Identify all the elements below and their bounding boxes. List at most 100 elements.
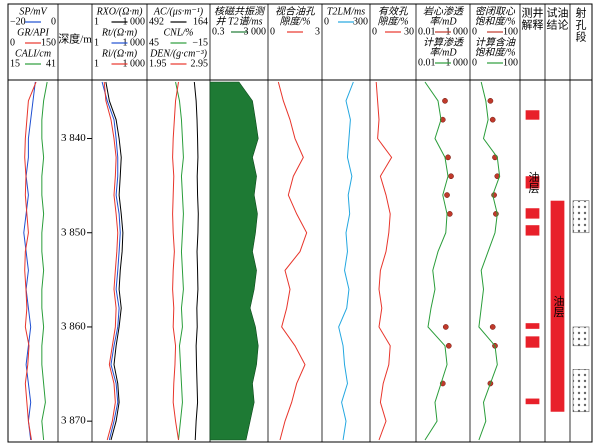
curve-name: 隙度/% [279,15,310,27]
scale-right: −15 [192,37,208,48]
scale-right: 1 000 [446,57,469,68]
curve-name: 有效孔 [378,5,409,17]
core-point [489,324,496,330]
scale-left: 1 [94,37,99,48]
frame [7,3,593,443]
scale-left: 0.3 [212,26,225,37]
interval [525,208,540,219]
scale-left: 1.95 [149,58,167,69]
scale-left: −20 [10,16,26,27]
scale-right: 41 [46,58,56,69]
curve-name: CALI/cm [15,48,51,59]
curve-name: 计算含油 [475,36,516,48]
log-curve [103,81,119,441]
depth-tick-label: 3 860 [61,320,86,332]
scale-left: 0.01 [418,26,436,37]
core-point [489,116,496,123]
interval [525,336,540,348]
scale-left: 492 [149,16,164,27]
depth-tick-label: 3 850 [61,226,86,238]
log-curve [478,81,501,441]
scale-right: 2.95 [191,58,209,69]
log-curve [101,81,121,441]
perforation [572,326,590,347]
interval [525,398,540,405]
scale-right: 3 [315,26,320,37]
interval [525,176,540,189]
curve-name: 密闭取心 [475,5,516,17]
scale-right: 300 [353,16,368,27]
track-name: 解释 [522,18,544,32]
scale-right: 150 [41,37,56,48]
nmr-spectrum [209,81,259,441]
scale-left: 0 [472,57,477,68]
scale-right: 30 [404,26,414,37]
scale-left: 0 [270,26,275,37]
scale-right: 3 000 [244,26,267,37]
log-curve [23,81,36,441]
log-curve [424,81,449,441]
track-name: 试油 [547,6,569,20]
curve-name: 率/mD [429,46,457,58]
log-curve [41,81,48,441]
depth-label: 深度/m [58,32,92,46]
scale-right: 1 000 [123,58,146,69]
scale-right: 164 [193,16,208,27]
scale-left: 45 [149,37,159,48]
core-point [445,342,452,349]
perforation [572,369,590,413]
core-point [442,97,448,104]
curve-name: Rt/(Ω·m) [101,27,138,38]
core-point [442,324,449,330]
interval [550,200,565,412]
scale-left: 15 [10,58,20,69]
core-point [445,154,451,161]
scale-right: 100 [503,57,518,68]
curve-name: DEN/(g·cm⁻³) [149,48,208,59]
core-point [487,97,494,104]
scale-left: 0 [472,26,477,37]
log-curve [175,81,184,441]
interval-label: 油层 [527,170,540,194]
interval [525,225,540,236]
curve-name: SP/mV [19,6,48,17]
log-curve [105,81,124,441]
core-point [444,192,450,198]
curve-name: Ri/(Ω·m) [101,48,138,59]
curve-name: 岩心渗透 [423,5,465,17]
interval [525,110,540,120]
curve-name: T2LM/ms [327,6,365,17]
log-curve [277,81,308,441]
curve-name: RXO/(Ω·m) [96,6,144,17]
curve-name: 井 T2谱/ms [216,15,263,27]
curve-name: 计算渗透 [423,36,465,48]
log-curve [375,81,393,441]
scale-left: 0 [372,26,377,37]
core-point [448,173,454,180]
scale-left: 0 [10,37,15,48]
track-name: 射 [576,6,587,20]
interval-label: 油层 [552,294,565,318]
curve-name: 饱和度/% [474,15,515,27]
curve-name: AC/(μs·m⁻¹) [153,6,204,17]
core-point [439,116,446,123]
scale-right: 0 [51,16,56,27]
log-curve [338,81,354,441]
log-curve [193,81,199,441]
perforation [572,200,590,234]
depth-tick-label: 3 840 [61,132,86,144]
scale-right: 1 000 [123,37,146,48]
scale-left: 0.01 [418,57,436,68]
scale-left: 1 [94,16,99,27]
track-name: 孔 [576,19,587,32]
curve-name: CNL/% [163,27,193,38]
interval [525,323,540,329]
curve-name: 视合油孔 [275,5,316,17]
log-curve [24,81,37,441]
track-name: 测井 [522,6,544,20]
curve-name: 核磁共振测 [214,5,266,17]
track-name: 段 [576,30,587,44]
scale-right: 1 000 [123,16,146,27]
scale-right: 1 000 [446,26,469,37]
